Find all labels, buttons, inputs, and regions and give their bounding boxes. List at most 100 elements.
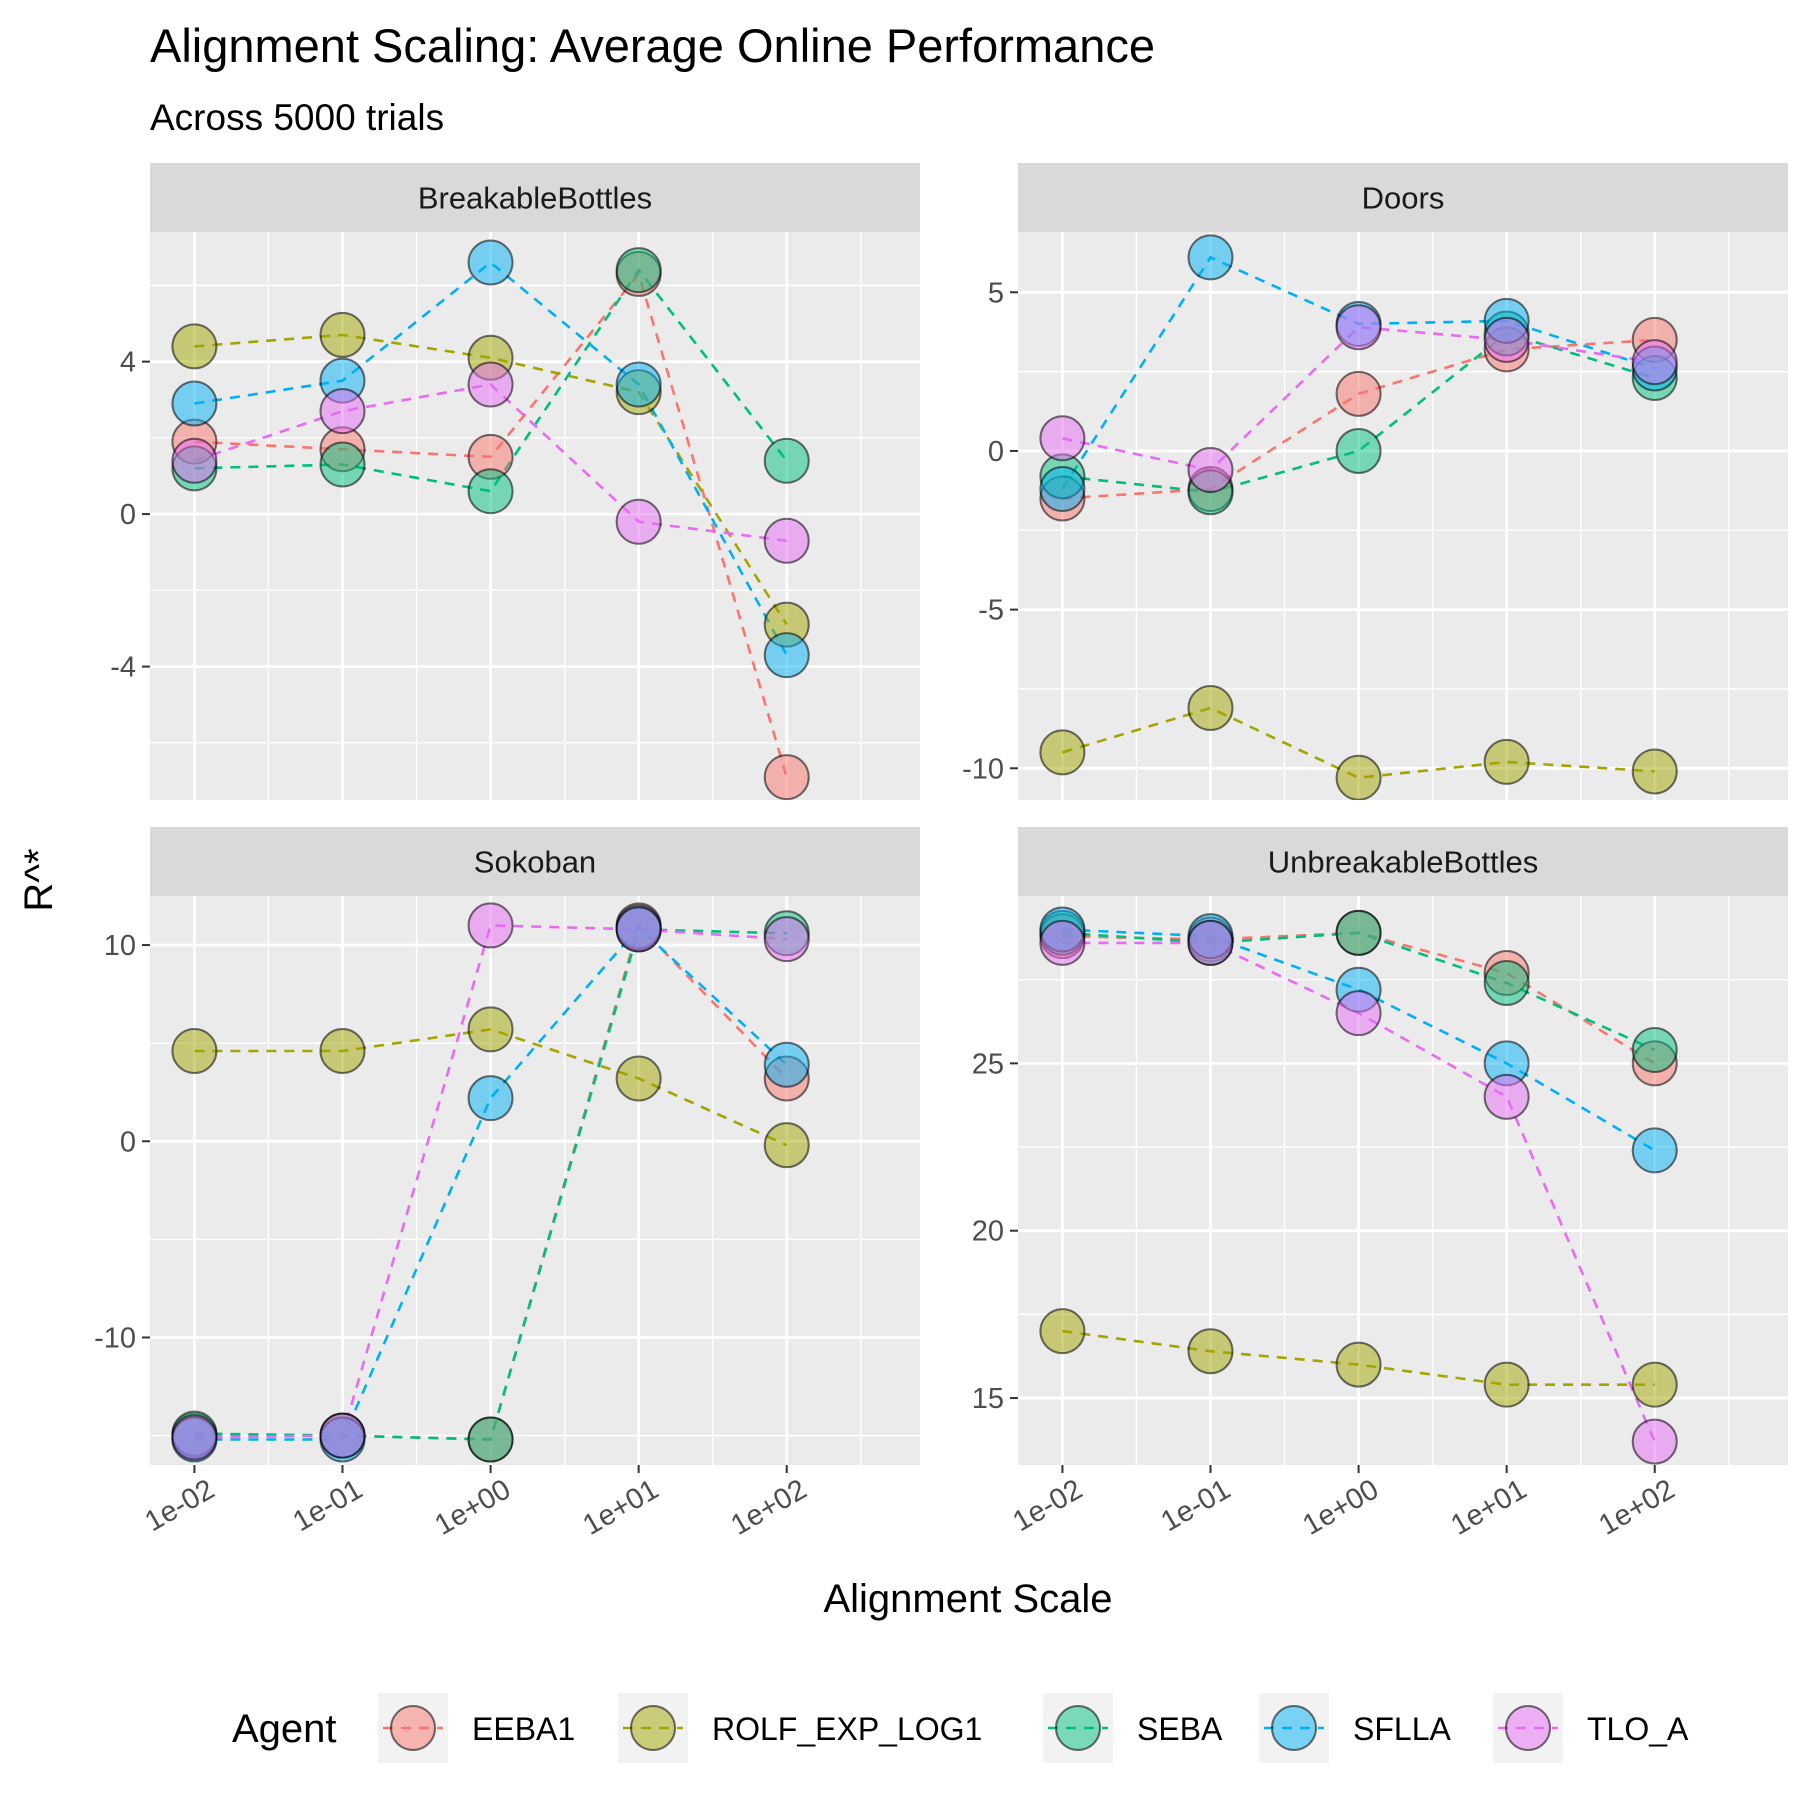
point-rolf-exp-log1 xyxy=(1335,754,1382,800)
point-seba xyxy=(615,247,662,294)
point-eeba1 xyxy=(763,754,810,800)
point-seba xyxy=(467,468,514,515)
legend-label: EEBA1 xyxy=(472,1711,575,1747)
legend-label: ROLF_EXP_LOG1 xyxy=(712,1711,982,1747)
strip-background xyxy=(150,163,920,232)
legend-item-seba: SEBA xyxy=(1043,1693,1223,1763)
legend: Agent EEBA1 ROLF_EXP_LOG1 SEBA SFLLA TLO_A xyxy=(232,1693,1689,1763)
point-rolf-exp-log1 xyxy=(763,1122,810,1169)
point-rolf-exp-log1 xyxy=(171,323,218,370)
point-rolf-exp-log1 xyxy=(1335,1341,1382,1388)
y-tick-label: -4 xyxy=(110,652,136,684)
point-seba xyxy=(763,437,810,484)
point-tlo-a xyxy=(1187,919,1234,966)
point-tlo-a xyxy=(467,902,514,949)
panel-background xyxy=(150,232,920,800)
point-tlo-a xyxy=(1483,1073,1530,1120)
y-tick-label: 0 xyxy=(988,436,1004,468)
point-tlo-a xyxy=(1187,446,1234,493)
legend-item-eeba1: EEBA1 xyxy=(378,1693,575,1763)
series-line-rolf-exp-log1 xyxy=(194,333,788,626)
point-tlo-a xyxy=(1335,304,1382,351)
point-sflla xyxy=(763,1041,810,1088)
point-rolf-exp-log1 xyxy=(615,1055,662,1102)
series-line-rolf-exp-log1 xyxy=(1062,1329,1655,1386)
x-tick-label: 1e+00 xyxy=(430,1473,517,1541)
strip-label-doors: Doors xyxy=(1362,181,1445,216)
legend-key-point xyxy=(1055,1705,1101,1751)
legend-key-point xyxy=(1505,1705,1551,1751)
x-tick-label: 1e-01 xyxy=(1156,1473,1236,1538)
panel-background xyxy=(150,896,920,1465)
point-sflla xyxy=(467,1075,514,1122)
point-eeba1 xyxy=(1335,370,1382,417)
point-seba xyxy=(1483,960,1530,1007)
point-tlo-a xyxy=(1039,919,1086,966)
y-tick-label: 0 xyxy=(120,499,136,531)
point-rolf-exp-log1 xyxy=(1039,1308,1086,1355)
strip-background xyxy=(1018,163,1788,232)
legend-label: TLO_A xyxy=(1587,1711,1689,1747)
point-tlo-a xyxy=(171,1414,218,1461)
point-seba xyxy=(319,441,366,488)
series-line-seba xyxy=(1062,332,1656,494)
point-tlo-a xyxy=(319,1412,366,1459)
legend-item-sflla: SFLLA xyxy=(1259,1693,1451,1763)
point-sflla xyxy=(763,632,810,679)
strip-background xyxy=(1018,827,1788,896)
y-tick-label: -10 xyxy=(94,1322,136,1354)
x-tick-label: 1e-02 xyxy=(140,1473,220,1538)
series-line-seba xyxy=(194,267,788,493)
series-line-sflla xyxy=(194,260,788,656)
facet-panels: BreakableBottles -4 0 4 Doors -10 -5 0 5 Sokoban -… xyxy=(94,163,1788,1542)
panel-doors: Doors -10 -5 0 5 xyxy=(962,163,1788,800)
point-tlo-a xyxy=(1039,415,1086,462)
x-axis-label: Alignment Scale xyxy=(823,1577,1112,1621)
point-sflla xyxy=(467,239,514,286)
panel-data xyxy=(1039,234,1678,800)
chart-title: Alignment Scaling: Average Online Perfor… xyxy=(150,19,1155,72)
point-tlo-a xyxy=(319,388,366,435)
strip-label-breakablebottles: BreakableBottles xyxy=(418,181,652,216)
x-tick-label: 1e+00 xyxy=(1298,1473,1385,1541)
y-tick-label: 25 xyxy=(972,1048,1004,1080)
y-tick-label: -5 xyxy=(978,595,1004,627)
legend-key-point xyxy=(630,1705,676,1751)
legend-title: Agent xyxy=(232,1707,337,1751)
panel-data xyxy=(171,902,810,1463)
panel-sokoban: Sokoban -10 0 10 1e-02 1e-01 1e+00 1e+01 1e+02 xyxy=(94,827,920,1542)
point-rolf-exp-log1 xyxy=(319,311,366,358)
legend-key-point xyxy=(390,1705,436,1751)
point-rolf-exp-log1 xyxy=(1631,1361,1678,1408)
y-tick-label: 5 xyxy=(988,277,1004,309)
point-tlo-a xyxy=(615,498,662,545)
point-rolf-exp-log1 xyxy=(1483,1361,1530,1408)
point-tlo-a xyxy=(467,361,514,408)
point-sflla xyxy=(615,361,662,408)
strip-label-sokoban: Sokoban xyxy=(474,845,596,880)
point-rolf-exp-log1 xyxy=(171,1028,218,1075)
series-line-sflla xyxy=(1062,928,1656,1152)
point-rolf-exp-log1 xyxy=(1483,738,1530,785)
point-tlo-a xyxy=(763,916,810,963)
panel-background xyxy=(1018,232,1788,800)
panel-unbreakablebottles: UnbreakableBottles 15 20 25 1e-02 1e-01 1e+00 1… xyxy=(972,827,1788,1542)
point-rolf-exp-log1 xyxy=(467,1006,514,1053)
panel-data xyxy=(171,239,810,800)
point-sflla xyxy=(1039,466,1086,513)
x-tick-label: 1e-02 xyxy=(1008,1473,1088,1538)
legend-label: SEBA xyxy=(1137,1711,1223,1747)
legend-key-point xyxy=(1271,1705,1317,1751)
point-tlo-a xyxy=(1631,339,1678,386)
series-line-tlo-a xyxy=(194,924,787,1439)
point-tlo-a xyxy=(1335,990,1382,1037)
legend-item-rolf-exp-log1: ROLF_EXP_LOG1 xyxy=(618,1693,982,1763)
legend-label: SFLLA xyxy=(1353,1711,1451,1747)
point-rolf-exp-log1 xyxy=(1631,748,1678,795)
point-sflla xyxy=(1187,234,1234,281)
point-seba xyxy=(467,1416,514,1463)
y-tick-label: 15 xyxy=(972,1383,1004,1415)
point-seba xyxy=(1631,1026,1678,1073)
series-line-sflla xyxy=(194,925,788,1441)
